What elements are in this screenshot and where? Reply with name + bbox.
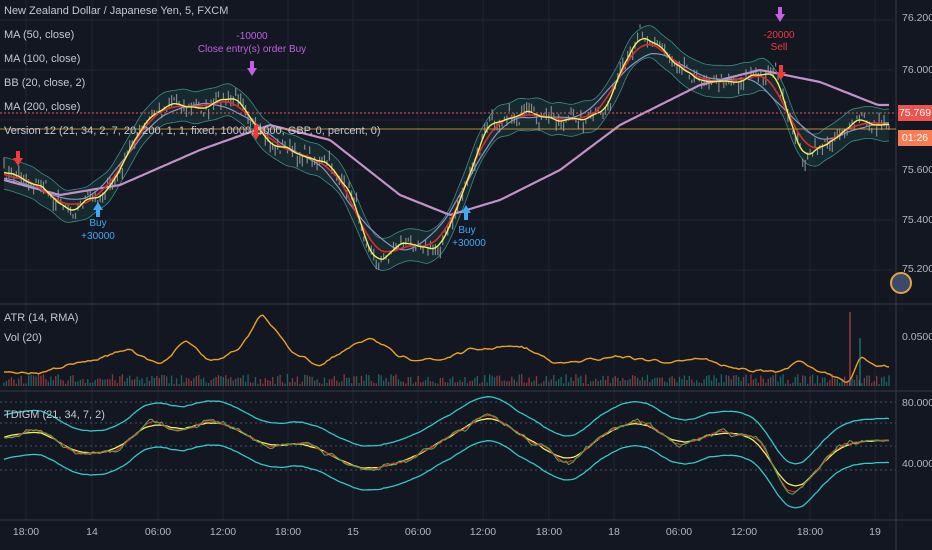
vol-legend[interactable]: Vol (20) bbox=[4, 332, 42, 344]
tdi-lower-band bbox=[3, 440, 890, 509]
price-label-75600: 75.600 bbox=[902, 164, 932, 176]
time-label: 06:00 bbox=[144, 526, 172, 538]
time-label: 12:00 bbox=[730, 526, 758, 538]
tdi-axis-80: 80.0000 bbox=[902, 397, 932, 409]
sell-arrow bbox=[13, 151, 23, 166]
time-label: 12:00 bbox=[469, 526, 497, 538]
time-label: 18:00 bbox=[12, 526, 40, 538]
countdown-tag: 01:26 bbox=[898, 130, 932, 146]
time-label: 15 bbox=[347, 526, 359, 538]
legend-ma50[interactable]: MA (50, close) bbox=[4, 29, 75, 41]
price-label-76200: 76.200 bbox=[902, 12, 932, 24]
legend-bb[interactable]: BB (20, close, 2) bbox=[4, 77, 86, 89]
buy-arrow bbox=[461, 205, 471, 220]
atr-line bbox=[3, 314, 890, 383]
time-label: 18 bbox=[608, 526, 620, 538]
time-label: 18:00 bbox=[274, 526, 302, 538]
legend-ma100[interactable]: MA (100, close) bbox=[4, 53, 81, 65]
tdi-upper-band bbox=[3, 396, 890, 465]
buy2-label: Buy bbox=[458, 225, 476, 236]
buy-arrow bbox=[93, 202, 103, 217]
time-label: 06:00 bbox=[404, 526, 432, 538]
tdi-rsi-line bbox=[3, 413, 890, 495]
price-label-76000: 76.000 bbox=[902, 64, 932, 76]
ma-yellow-line bbox=[3, 37, 890, 261]
close-label: Close entry(s) order Buy bbox=[197, 44, 307, 55]
atr-axis-label: 0.0500 bbox=[902, 331, 932, 343]
atr-legend[interactable]: ATR (14, RMA) bbox=[4, 312, 79, 324]
bollinger-lower-line bbox=[3, 57, 890, 271]
sell-arrow bbox=[776, 65, 786, 80]
sell-qty: -20000 bbox=[763, 30, 795, 41]
sell-label: Sell bbox=[770, 42, 788, 53]
main-legend: New Zealand Dollar / Japanese Yen, 5, FX… bbox=[4, 4, 381, 138]
price-label-75400: 75.400 bbox=[902, 214, 932, 226]
tdi-legend[interactable]: TDIGM (21, 34, 7, 2) bbox=[4, 409, 105, 421]
ma-red-line bbox=[3, 43, 890, 253]
tdi-signal-line bbox=[3, 414, 890, 493]
user-avatar[interactable] bbox=[890, 272, 912, 294]
current-price-tag: 75.769 bbox=[898, 105, 932, 121]
ma200-line bbox=[3, 69, 889, 217]
time-label: 19 bbox=[869, 526, 881, 538]
legend-ma200[interactable]: MA (200, close) bbox=[4, 101, 81, 113]
buy2-qty: +30000 bbox=[452, 238, 486, 249]
time-label: 18:00 bbox=[796, 526, 824, 538]
time-label: 18:00 bbox=[535, 526, 563, 538]
buy1-qty: +30000 bbox=[81, 231, 115, 242]
sell-arrow bbox=[251, 125, 261, 140]
close-arrow bbox=[775, 7, 785, 22]
price-label-75200: 75.200 bbox=[902, 263, 932, 275]
time-label: 14 bbox=[86, 526, 98, 538]
close-qty: -10000 bbox=[236, 31, 268, 42]
tdi-axis-40: 40.0000 bbox=[902, 458, 932, 470]
time-label: 12:00 bbox=[209, 526, 237, 538]
symbol-title[interactable]: New Zealand Dollar / Japanese Yen, 5, FX… bbox=[4, 5, 229, 17]
tdi-mid-line bbox=[3, 418, 890, 487]
time-label: 06:00 bbox=[665, 526, 693, 538]
legend-strategy[interactable]: Version 12 (21, 34, 2, 7, 20, 200, 1, 1,… bbox=[4, 125, 381, 137]
buy1-label: Buy bbox=[89, 218, 107, 229]
bollinger-band-fill bbox=[4, 25, 889, 271]
close-arrow bbox=[247, 61, 257, 76]
